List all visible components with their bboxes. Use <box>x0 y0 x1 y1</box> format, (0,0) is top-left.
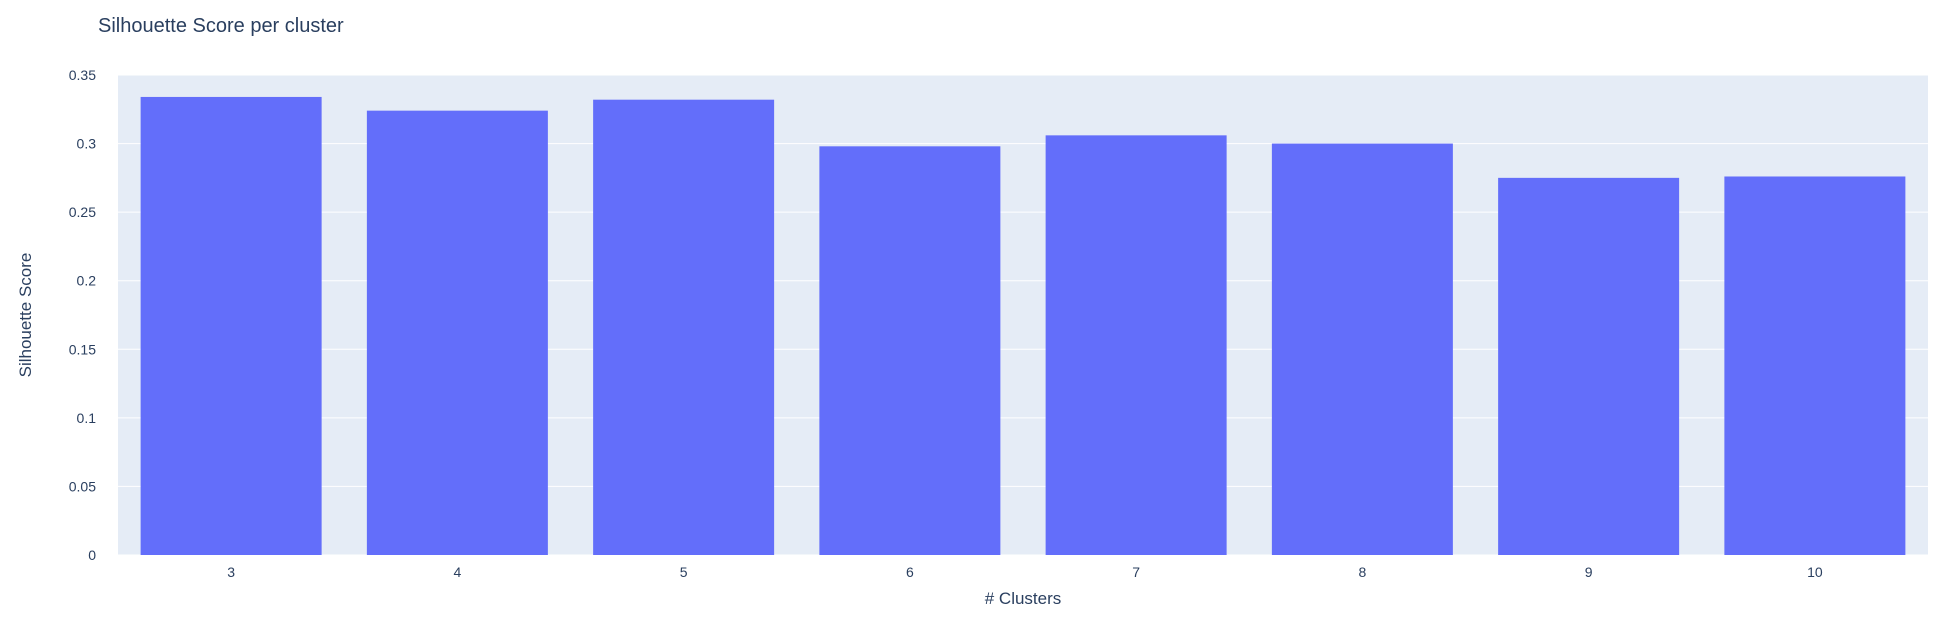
x-tick-label: 7 <box>1132 564 1140 580</box>
y-tick-label: 0 <box>88 547 96 563</box>
y-tick-label: 0.35 <box>69 67 96 83</box>
y-tick-label: 0.1 <box>77 410 97 426</box>
bar-8 <box>1271 143 1453 556</box>
x-axis-title: # Clusters <box>985 589 1062 608</box>
y-tick-label: 0.3 <box>77 136 97 152</box>
bar-5 <box>593 99 775 555</box>
x-tick-label: 3 <box>227 564 235 580</box>
y-axis-title: Silhouette Score <box>16 253 35 378</box>
x-tick-label: 10 <box>1807 564 1823 580</box>
x-tick-label: 6 <box>906 564 914 580</box>
bar-10 <box>1724 176 1906 555</box>
bar-6 <box>819 146 1001 556</box>
y-axis-ticks: 0 0.05 0.1 0.15 0.2 0.25 0.3 0.35 <box>69 67 96 563</box>
x-axis-ticks: 3 4 5 6 7 8 9 10 <box>227 564 1823 580</box>
bar-4 <box>366 110 548 556</box>
y-tick-label: 0.25 <box>69 204 96 220</box>
x-tick-label: 4 <box>453 564 461 580</box>
bar-9 <box>1498 177 1680 555</box>
chart-title: Silhouette Score per cluster <box>98 15 344 37</box>
y-tick-label: 0.15 <box>69 341 96 357</box>
x-tick-label: 9 <box>1585 564 1593 580</box>
x-tick-label: 5 <box>680 564 688 580</box>
bar-7 <box>1045 135 1227 556</box>
bar-3 <box>140 96 322 555</box>
y-tick-label: 0.2 <box>77 273 97 289</box>
x-tick-label: 8 <box>1358 564 1366 580</box>
bars <box>140 96 1906 556</box>
y-tick-label: 0.05 <box>69 478 96 494</box>
